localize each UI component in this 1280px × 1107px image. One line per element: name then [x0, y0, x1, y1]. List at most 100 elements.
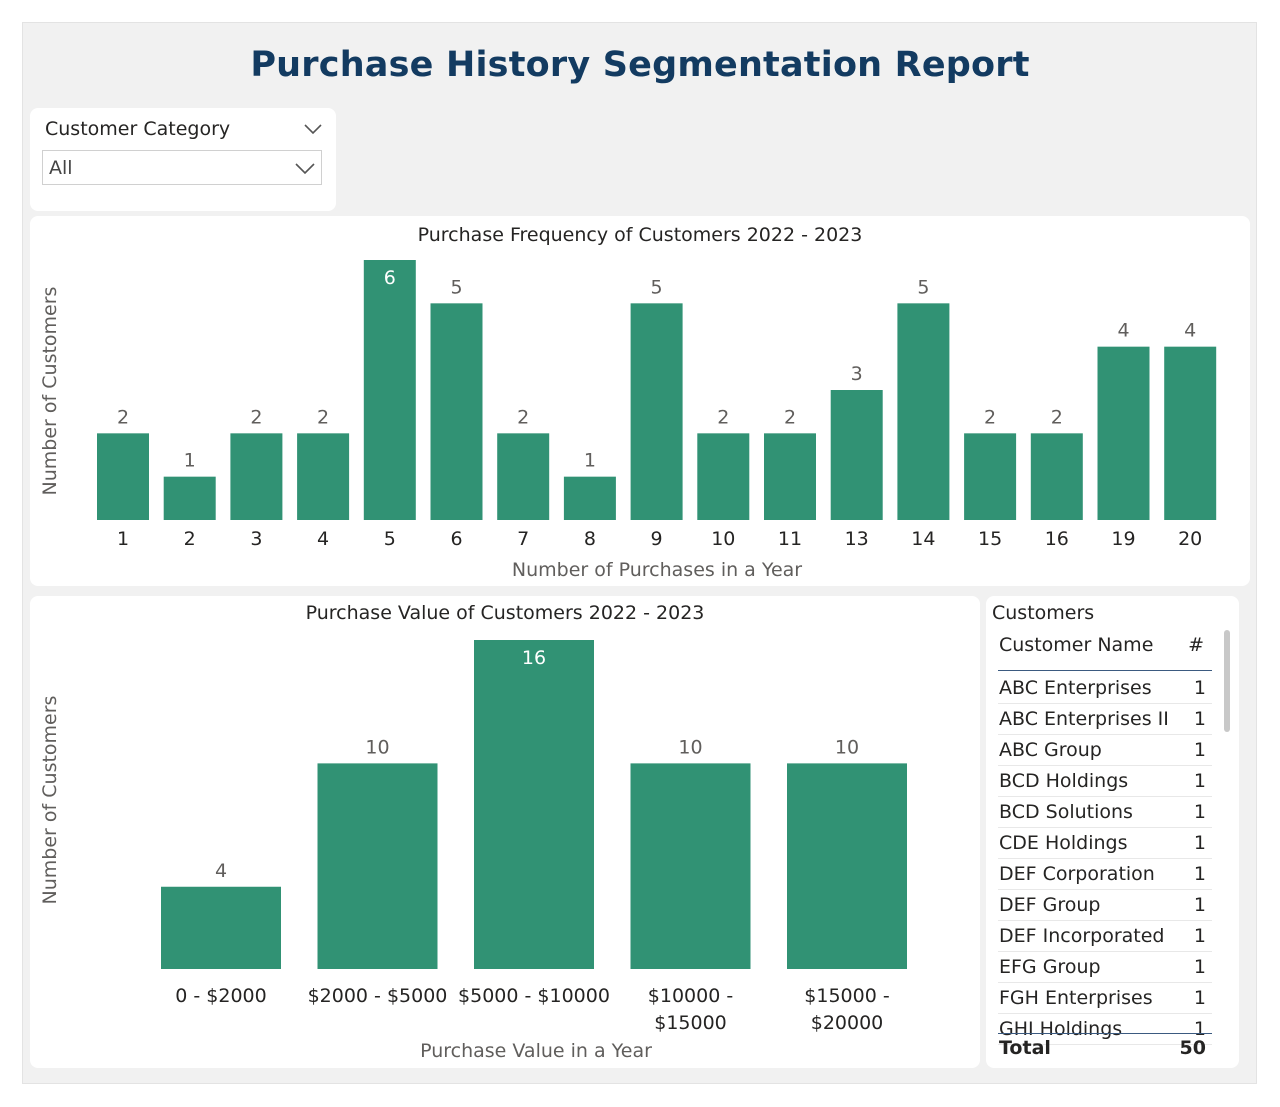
- chart-title: Purchase Frequency of Customers 2022 - 2…: [417, 224, 863, 246]
- data-label: 6: [384, 267, 396, 289]
- table-row[interactable]: GHI Holdings 1: [998, 1015, 1212, 1045]
- table-row[interactable]: DEF Incorporated 1: [998, 922, 1212, 952]
- bar-13[interactable]: [830, 390, 883, 520]
- data-label: 5: [917, 276, 929, 298]
- x-tick-label: $20000: [811, 1012, 884, 1034]
- x-tick-label: 7: [517, 528, 529, 550]
- chart-title: Purchase Value of Customers 2022 - 2023: [305, 602, 705, 624]
- customers-table[interactable]: Customers Customer Name # ABC Enterprise…: [986, 596, 1239, 1068]
- data-label: 10: [678, 736, 702, 758]
- bar-1[interactable]: [97, 433, 149, 520]
- data-label: 5: [651, 276, 663, 298]
- data-label: 3: [851, 363, 863, 385]
- x-tick-label: 13: [845, 528, 869, 550]
- table-row[interactable]: BCD Solutions 1: [998, 798, 1212, 828]
- x-tick-label: 2: [184, 528, 196, 550]
- x-tick-label: 0 - $2000: [175, 985, 266, 1007]
- bar-2[interactable]: [163, 476, 216, 520]
- table-row[interactable]: FGH Enterprises 1: [998, 984, 1212, 1014]
- x-tick-label: $15000: [654, 1012, 727, 1034]
- customer-name-cell: ABC Enterprises: [999, 677, 1152, 699]
- report-title: Purchase History Segmentation Report: [250, 45, 1030, 85]
- bar-$5000 - $10000[interactable]: [474, 640, 594, 969]
- bar-3[interactable]: [230, 433, 283, 520]
- data-label: 2: [1051, 406, 1063, 428]
- slicer-dropdown[interactable]: All: [42, 150, 322, 185]
- customer-category-slicer[interactable]: Customer Category All: [30, 108, 336, 211]
- table-row[interactable]: ABC Enterprises II 1: [998, 705, 1212, 735]
- customer-count-cell: 1: [1193, 987, 1206, 1009]
- purchase-frequency-chart[interactable]: Purchase Frequency of Customers 2022 - 2…: [30, 216, 1250, 586]
- customer-count-cell: 1: [1193, 739, 1206, 761]
- bar-$15000 - $20000[interactable]: [787, 763, 907, 969]
- table-row[interactable]: BCD Holdings 1: [998, 767, 1212, 797]
- bar-16[interactable]: [1030, 433, 1083, 520]
- table-row[interactable]: ABC Group 1: [998, 736, 1212, 766]
- table-row[interactable]: ABC Enterprises 1: [998, 674, 1212, 704]
- data-label: 4: [1184, 320, 1196, 342]
- x-tick-label: 8: [584, 528, 596, 550]
- data-label: 1: [584, 450, 596, 472]
- data-label: 5: [450, 276, 462, 298]
- bar-10[interactable]: [697, 433, 750, 520]
- data-label: 16: [522, 647, 546, 669]
- table-body: ABC Enterprises 1 ABC Enterprises II 1 ABC G…: [998, 674, 1212, 1046]
- bar-11[interactable]: [764, 433, 816, 520]
- data-label: 2: [117, 406, 129, 428]
- x-tick-label: $5000 - $10000: [458, 985, 610, 1007]
- data-label: 2: [317, 406, 329, 428]
- bar-20[interactable]: [1164, 346, 1217, 520]
- table-row[interactable]: CDE Holdings 1: [998, 829, 1212, 859]
- bar-9[interactable]: [630, 303, 683, 520]
- column-header-customer-name[interactable]: Customer Name: [999, 634, 1154, 656]
- table-row[interactable]: DEF Corporation 1: [998, 860, 1212, 890]
- table-header: Customer Name #: [998, 632, 1212, 671]
- x-tick-label: 4: [317, 528, 329, 550]
- bar-$10000 - $15000[interactable]: [630, 763, 751, 969]
- x-axis-label: Purchase Value in a Year: [420, 1040, 652, 1062]
- customer-name-cell: BCD Solutions: [999, 801, 1133, 823]
- bar-19[interactable]: [1097, 346, 1150, 520]
- customer-count-cell: 1: [1193, 832, 1206, 854]
- bar-14[interactable]: [897, 303, 950, 520]
- bar-$2000 - $5000[interactable]: [317, 763, 438, 969]
- data-label: 2: [717, 406, 729, 428]
- bar-5[interactable]: [363, 260, 416, 520]
- x-tick-label: 11: [778, 528, 802, 550]
- bar-6[interactable]: [430, 303, 483, 520]
- x-tick-label: $15000 -: [804, 985, 889, 1007]
- table-row[interactable]: EFG Group 1: [998, 953, 1212, 983]
- bar-15[interactable]: [964, 433, 1017, 520]
- x-tick-label: 15: [978, 528, 1002, 550]
- total-label: Total: [999, 1037, 1051, 1059]
- customer-count-cell: 1: [1193, 677, 1206, 699]
- purchase-value-chart[interactable]: Purchase Value of Customers 2022 - 2023 …: [30, 596, 980, 1068]
- data-label: 2: [784, 406, 796, 428]
- customer-count-cell: 1: [1193, 956, 1206, 978]
- customer-count-cell: 1: [1193, 863, 1206, 885]
- customer-name-cell: ABC Group: [999, 739, 1102, 761]
- customer-count-cell: 1: [1193, 1018, 1206, 1040]
- purchase-value-plot: 4 0 - $2000 10 $2000 - $5000 16 $5000 - $1000…: [39, 640, 907, 1062]
- column-header-count[interactable]: #: [1188, 634, 1204, 656]
- bar-8[interactable]: [563, 476, 616, 520]
- bar-4[interactable]: [297, 433, 350, 520]
- data-label: 1: [184, 450, 196, 472]
- dropdown-chevron-icon[interactable]: [295, 160, 315, 179]
- customer-count-cell: 1: [1193, 894, 1206, 916]
- table-title: Customers: [992, 602, 1095, 624]
- x-tick-label: 1: [117, 528, 129, 550]
- data-label: 10: [365, 736, 389, 758]
- chevron-down-icon[interactable]: [304, 120, 322, 139]
- table-scrollbar[interactable]: [1224, 630, 1230, 732]
- data-label: 2: [517, 406, 529, 428]
- table-row[interactable]: DEF Group 1: [998, 891, 1212, 921]
- x-tick-label: $10000 -: [648, 985, 733, 1007]
- bar-0 - $2000[interactable]: [161, 886, 281, 969]
- data-label: 2: [984, 406, 996, 428]
- data-label: 4: [1117, 320, 1129, 342]
- bar-7[interactable]: [497, 433, 550, 520]
- customer-name-cell: DEF Incorporated: [999, 925, 1165, 947]
- customer-count-cell: 1: [1193, 801, 1206, 823]
- data-label: 4: [215, 860, 227, 882]
